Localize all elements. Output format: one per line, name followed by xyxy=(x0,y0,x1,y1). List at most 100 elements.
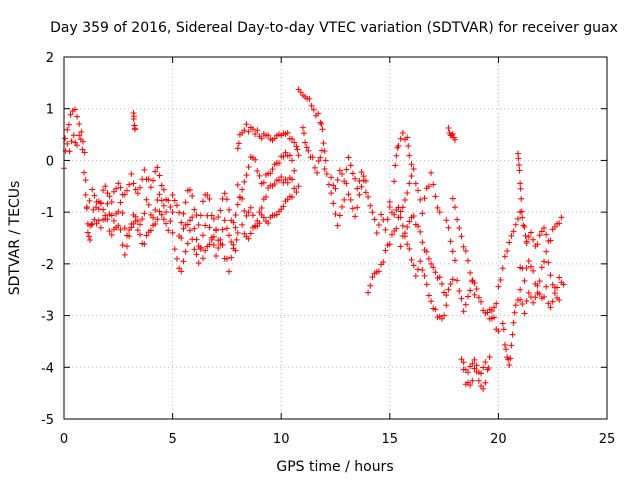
data-point xyxy=(152,168,159,175)
data-point xyxy=(62,135,69,142)
data-point xyxy=(260,179,267,186)
data-point xyxy=(332,185,339,192)
data-point xyxy=(467,382,474,389)
data-point xyxy=(406,245,413,252)
data-point xyxy=(480,385,487,392)
data-point xyxy=(458,295,465,302)
data-point xyxy=(417,258,424,265)
data-point xyxy=(556,274,563,281)
data-point xyxy=(360,173,367,180)
data-point xyxy=(462,248,469,255)
data-point xyxy=(154,164,161,171)
data-point xyxy=(347,196,354,203)
data-point xyxy=(82,177,89,184)
data-point xyxy=(521,223,528,230)
data-point xyxy=(137,231,144,238)
data-point xyxy=(314,169,321,176)
data-point xyxy=(141,241,148,248)
data-point xyxy=(523,265,530,272)
data-point xyxy=(510,228,517,235)
data-point xyxy=(519,214,526,221)
data-point xyxy=(410,262,417,269)
data-point xyxy=(469,360,476,367)
data-point xyxy=(193,251,200,258)
data-point xyxy=(223,255,230,262)
data-point xyxy=(210,215,217,222)
data-point xyxy=(243,121,250,128)
data-point xyxy=(541,293,548,300)
data-point xyxy=(176,209,183,216)
data-point xyxy=(406,218,413,225)
data-point xyxy=(369,274,376,281)
data-point xyxy=(506,361,513,368)
data-point xyxy=(423,281,430,288)
data-point xyxy=(289,157,296,164)
data-point xyxy=(386,203,393,210)
data-point xyxy=(234,201,241,208)
data-point xyxy=(445,224,452,231)
data-point xyxy=(330,200,337,207)
data-point xyxy=(362,178,369,185)
data-point xyxy=(536,232,543,239)
data-point xyxy=(495,328,502,335)
data-point xyxy=(508,342,515,349)
data-point xyxy=(91,192,98,199)
data-point xyxy=(358,183,365,190)
data-point xyxy=(495,283,502,290)
data-point xyxy=(517,286,524,293)
data-point xyxy=(451,204,458,211)
data-point xyxy=(245,235,252,242)
data-point xyxy=(341,196,348,203)
data-point xyxy=(82,191,89,198)
data-point xyxy=(145,201,152,208)
data-point xyxy=(525,289,532,296)
data-point xyxy=(328,174,335,181)
y-tick-label: 2 xyxy=(46,51,54,66)
data-point xyxy=(516,167,523,174)
data-point xyxy=(280,203,287,210)
data-point xyxy=(512,221,519,228)
data-point xyxy=(499,265,506,272)
data-point xyxy=(150,214,157,221)
data-point xyxy=(514,150,521,157)
data-point xyxy=(408,172,415,179)
data-point xyxy=(267,170,274,177)
data-point xyxy=(234,229,241,236)
data-point xyxy=(169,209,176,216)
x-tick-label: 5 xyxy=(168,432,176,447)
x-tick-label: 15 xyxy=(382,432,399,447)
data-point xyxy=(471,365,478,372)
data-point xyxy=(97,199,104,206)
data-point xyxy=(215,213,222,220)
data-point xyxy=(443,292,450,299)
data-point xyxy=(467,269,474,276)
y-tick-label: -5 xyxy=(41,413,54,428)
data-point xyxy=(256,172,263,179)
data-point xyxy=(299,124,306,131)
data-point xyxy=(547,304,554,311)
data-point xyxy=(349,205,356,212)
data-point xyxy=(202,247,209,254)
data-point xyxy=(167,218,174,225)
data-point xyxy=(108,231,115,238)
data-point xyxy=(482,379,489,386)
data-point xyxy=(501,341,508,348)
x-tick-label: 25 xyxy=(599,432,616,447)
data-point xyxy=(471,291,478,298)
data-point xyxy=(234,145,241,152)
data-point xyxy=(86,197,93,204)
data-point xyxy=(191,206,198,213)
data-point xyxy=(518,195,525,202)
data-point xyxy=(163,209,170,216)
data-point xyxy=(538,228,545,235)
data-point xyxy=(87,237,94,244)
data-point xyxy=(517,185,524,192)
data-point xyxy=(291,139,298,146)
data-point xyxy=(445,286,452,293)
data-point xyxy=(406,180,413,187)
data-point xyxy=(469,377,476,384)
data-point xyxy=(74,113,81,120)
data-point xyxy=(206,224,213,231)
data-point xyxy=(132,186,139,193)
data-point xyxy=(397,243,404,250)
